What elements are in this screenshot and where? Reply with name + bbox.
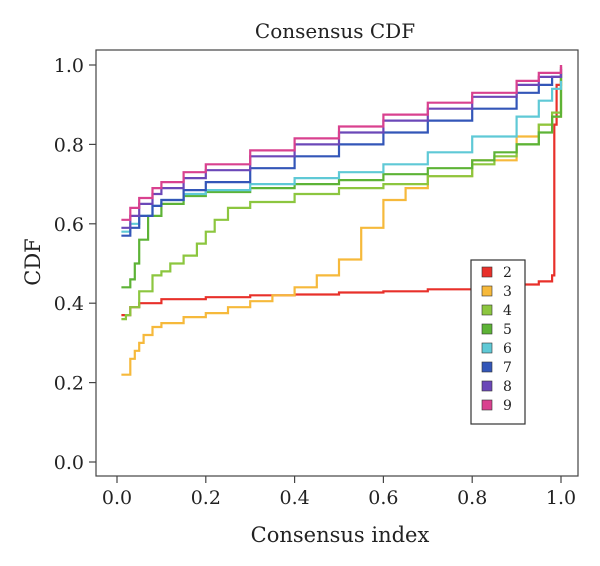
y-tick-label: 0.2 bbox=[54, 373, 84, 395]
x-tick-label: 0.4 bbox=[279, 487, 309, 509]
series-line-4 bbox=[121, 72, 563, 321]
legend: 2 3 4 5 6 7 8 9 bbox=[470, 259, 526, 425]
plot-frame bbox=[95, 49, 579, 477]
legend-label-8: 8 bbox=[503, 379, 512, 395]
legend-swatch-2 bbox=[481, 266, 493, 278]
x-tick-label: 0.8 bbox=[457, 487, 487, 509]
legend-label-7: 7 bbox=[503, 360, 512, 376]
legend-label-6: 6 bbox=[503, 341, 512, 357]
x-tick-label: 1.0 bbox=[546, 487, 576, 509]
y-tick-label: 1.0 bbox=[54, 55, 84, 77]
legend-swatch-5 bbox=[481, 323, 493, 335]
legend-swatch-6 bbox=[481, 342, 493, 354]
legend-label-9: 9 bbox=[503, 398, 512, 414]
x-tick-label: 0.0 bbox=[102, 487, 132, 509]
legend-label-2: 2 bbox=[503, 265, 512, 281]
legend-swatch-3 bbox=[481, 285, 493, 297]
chart-title: Consensus CDF bbox=[255, 19, 415, 43]
legend-label-3: 3 bbox=[503, 284, 512, 300]
y-tick-label: 0.8 bbox=[54, 134, 84, 156]
legend-swatch-8 bbox=[481, 380, 493, 392]
legend-box bbox=[470, 259, 526, 425]
legend-swatch-7 bbox=[481, 361, 493, 373]
legend-swatch-4 bbox=[481, 304, 493, 316]
series-line-9 bbox=[121, 65, 563, 221]
x-axis-title: Consensus index bbox=[251, 523, 430, 547]
series-line-5 bbox=[121, 72, 563, 289]
legend-label-5: 5 bbox=[503, 322, 512, 338]
y-axis-title: CDF bbox=[21, 238, 45, 285]
y-tick-label: 0.6 bbox=[54, 214, 84, 236]
y-tick-label: 0.0 bbox=[54, 452, 84, 474]
legend-swatch-9 bbox=[481, 399, 493, 411]
y-tick-label: 0.4 bbox=[54, 293, 84, 315]
x-axis: 0.0 0.2 0.4 0.6 0.8 1.0 bbox=[102, 476, 576, 509]
x-tick-label: 0.2 bbox=[191, 487, 221, 509]
legend-label-4: 4 bbox=[503, 303, 512, 319]
series-line-8 bbox=[121, 67, 563, 229]
y-axis: 0.0 0.2 0.4 0.6 0.8 1.0 bbox=[54, 55, 96, 474]
series-line-2 bbox=[121, 65, 563, 317]
series-line-7 bbox=[121, 69, 563, 237]
x-tick-label: 0.6 bbox=[368, 487, 398, 509]
series-layer bbox=[121, 65, 563, 376]
